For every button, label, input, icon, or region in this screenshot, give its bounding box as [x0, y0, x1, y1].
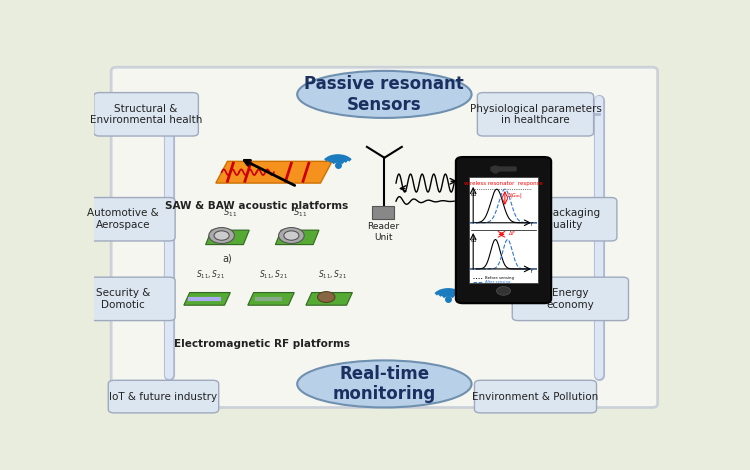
FancyBboxPatch shape	[372, 205, 394, 219]
Circle shape	[209, 227, 235, 243]
Text: $S_{11}$: $S_{11}$	[224, 207, 238, 219]
Polygon shape	[248, 292, 294, 305]
Polygon shape	[306, 292, 352, 305]
Text: f: f	[531, 222, 532, 227]
Text: $\Delta F$: $\Delta F$	[509, 229, 517, 237]
Text: Before sensing: Before sensing	[484, 276, 514, 281]
Polygon shape	[184, 292, 230, 305]
Circle shape	[317, 291, 335, 303]
Text: IoT & future industry: IoT & future industry	[110, 392, 218, 401]
Text: Energy
economy: Energy economy	[547, 288, 594, 310]
Text: SAW & BAW acoustic platforms: SAW & BAW acoustic platforms	[165, 201, 348, 211]
Circle shape	[278, 227, 304, 243]
Ellipse shape	[297, 360, 472, 407]
Text: $S_{11}, S_{21}$: $S_{11}, S_{21}$	[260, 268, 289, 281]
Text: $S_{11}, S_{21}$: $S_{11}, S_{21}$	[317, 268, 346, 281]
Text: Electromagnetic RF platforms: Electromagnetic RF platforms	[174, 339, 350, 349]
FancyBboxPatch shape	[111, 67, 658, 407]
FancyBboxPatch shape	[456, 157, 551, 303]
FancyBboxPatch shape	[490, 167, 516, 171]
FancyBboxPatch shape	[512, 277, 628, 321]
Text: Physiological parameters
in healthcare: Physiological parameters in healthcare	[470, 103, 602, 125]
Polygon shape	[206, 230, 249, 244]
Text: Security &
Domotic: Security & Domotic	[96, 288, 150, 310]
FancyBboxPatch shape	[475, 380, 596, 413]
FancyBboxPatch shape	[477, 93, 594, 136]
Text: Environment & Pollution: Environment & Pollution	[472, 392, 598, 401]
Polygon shape	[216, 161, 332, 183]
Text: a): a)	[223, 254, 232, 264]
Text: dB: dB	[470, 192, 477, 197]
Circle shape	[214, 231, 230, 240]
Text: After sensing: After sensing	[484, 280, 510, 283]
Text: Automotive &
Aerospace: Automotive & Aerospace	[87, 209, 159, 230]
Text: f: f	[531, 268, 532, 274]
Text: Reader
Unit: Reader Unit	[368, 222, 399, 242]
FancyBboxPatch shape	[70, 277, 175, 321]
Text: $S_{11}, S_{21}$: $S_{11}, S_{21}$	[196, 268, 224, 281]
Polygon shape	[275, 230, 319, 244]
Text: $\Delta|G_{as}|$: $\Delta|G_{as}|$	[507, 191, 523, 200]
FancyBboxPatch shape	[469, 177, 538, 283]
Text: Food packaging
& quality: Food packaging & quality	[518, 209, 600, 230]
Text: Structural &
Environmental health: Structural & Environmental health	[90, 103, 202, 125]
Text: dB: dB	[470, 238, 477, 243]
FancyBboxPatch shape	[108, 380, 219, 413]
FancyBboxPatch shape	[70, 197, 175, 241]
FancyBboxPatch shape	[94, 93, 198, 136]
Text: $S_{11}$: $S_{11}$	[293, 207, 308, 219]
Circle shape	[284, 231, 299, 240]
Ellipse shape	[297, 71, 472, 118]
Text: Passive resonant
Sensors: Passive resonant Sensors	[304, 75, 464, 114]
Circle shape	[496, 287, 511, 295]
Text: Real-time
monitoring: Real-time monitoring	[333, 365, 436, 403]
Text: wireless resonator  response: wireless resonator response	[464, 181, 543, 186]
FancyBboxPatch shape	[501, 197, 616, 241]
